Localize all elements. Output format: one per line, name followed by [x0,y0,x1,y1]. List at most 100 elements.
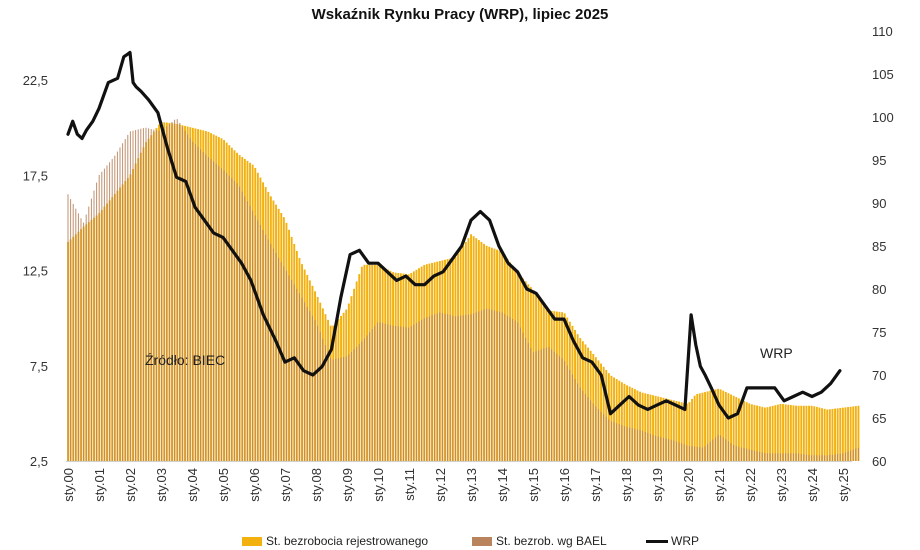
bael-bar [465,314,467,461]
bael-bar [358,344,360,461]
bael-bar [119,147,121,461]
bael-bar [259,225,261,461]
bael-bar [441,312,443,461]
bael-bar [350,351,352,461]
bael-bar [452,315,454,461]
bael-bar [384,323,386,461]
bael-bar [158,130,160,461]
bael-bar [306,306,308,461]
bael-bar [213,161,215,461]
bael-bar [80,218,82,461]
bael-bar [265,234,267,461]
bael-bar [345,356,347,461]
bael-bar [72,203,74,461]
registered-bar [618,380,621,461]
bael-bar [473,313,475,461]
bael-bar [675,441,677,461]
bael-bar [857,447,859,461]
bael-bar [811,455,813,461]
bael-bar [410,326,412,461]
bael-bar [551,349,553,461]
registered-bar [753,404,756,461]
bael-bar [483,309,485,461]
bael-bar [460,315,462,461]
bael-bar [790,453,792,461]
wrp-line [66,50,842,420]
bael-bar [67,194,69,462]
bael-bar [369,332,371,461]
registered-bar [701,392,704,461]
bael-bar [605,416,607,461]
bael-bar [285,271,287,461]
registered-bar [633,389,636,461]
registered-bar [797,405,800,461]
bael-bar [371,329,373,461]
bael-bar [340,357,342,461]
bael-bar [665,438,667,461]
bael-bar [504,314,506,461]
registered-bar [748,403,751,461]
bael-bar [501,312,503,461]
bael-bar [660,437,662,461]
registered-bar [670,399,673,461]
registered-bar [693,395,696,461]
registered-bar [841,407,844,461]
bael-bar [842,453,844,461]
x-tick-label: sty.20 [681,468,696,502]
bael-bar [275,253,277,461]
bael-bar [517,322,519,461]
registered-bar [758,406,761,461]
bael-bar [327,351,329,461]
bael-bar [194,144,196,461]
registered-bar [613,377,615,461]
registered-bar [852,406,855,461]
bael-bar [291,279,293,461]
bael-bar [774,453,776,461]
x-tick-label: sty.00 [61,468,76,502]
bael-bar [834,454,836,461]
registered-bar [631,387,634,461]
bael-bar [738,446,740,461]
bael-bar [818,455,820,461]
left-tick-label: 22,5 [23,73,48,88]
bael-bar [356,346,358,461]
bael-bar [244,196,246,462]
bael-bar [800,453,802,461]
legend-label-bael: St. bezrob. wg BAEL [496,534,607,548]
x-tick-label: sty.17 [588,468,603,502]
registered-bar [688,402,691,461]
x-tick-label: sty.07 [278,468,293,502]
x-tick-label: sty.06 [247,468,262,502]
bael-bar [657,436,659,461]
bael-bar [311,315,313,461]
registered-bar [795,405,797,461]
bael-bar [571,374,573,461]
x-tick-label: sty.11 [402,468,417,501]
bael-bar [543,348,545,461]
bael-bar [582,390,584,461]
bael-bar [608,419,610,461]
bael-bar [202,151,204,462]
registered-bar [672,400,675,461]
bael-bar [753,450,755,461]
registered-bar [750,404,753,461]
bael-bar [722,437,724,461]
bael-bar [592,403,594,461]
bael-bar [270,244,272,461]
bael-bar [309,311,311,461]
bael-bar [462,315,464,461]
bael-bar [600,411,602,461]
bael-bar [813,455,815,461]
registered-bar [709,390,712,461]
bael-bar [649,433,651,461]
registered-bar [839,408,842,461]
wrp-series-label: WRP [760,345,793,361]
bael-bar [696,446,698,461]
bael-bar [496,311,498,461]
bael-bar [366,335,368,461]
bael-bar [374,325,376,461]
bael-bar [168,124,170,462]
registered-bar [805,405,808,461]
bael-bar [556,353,558,461]
